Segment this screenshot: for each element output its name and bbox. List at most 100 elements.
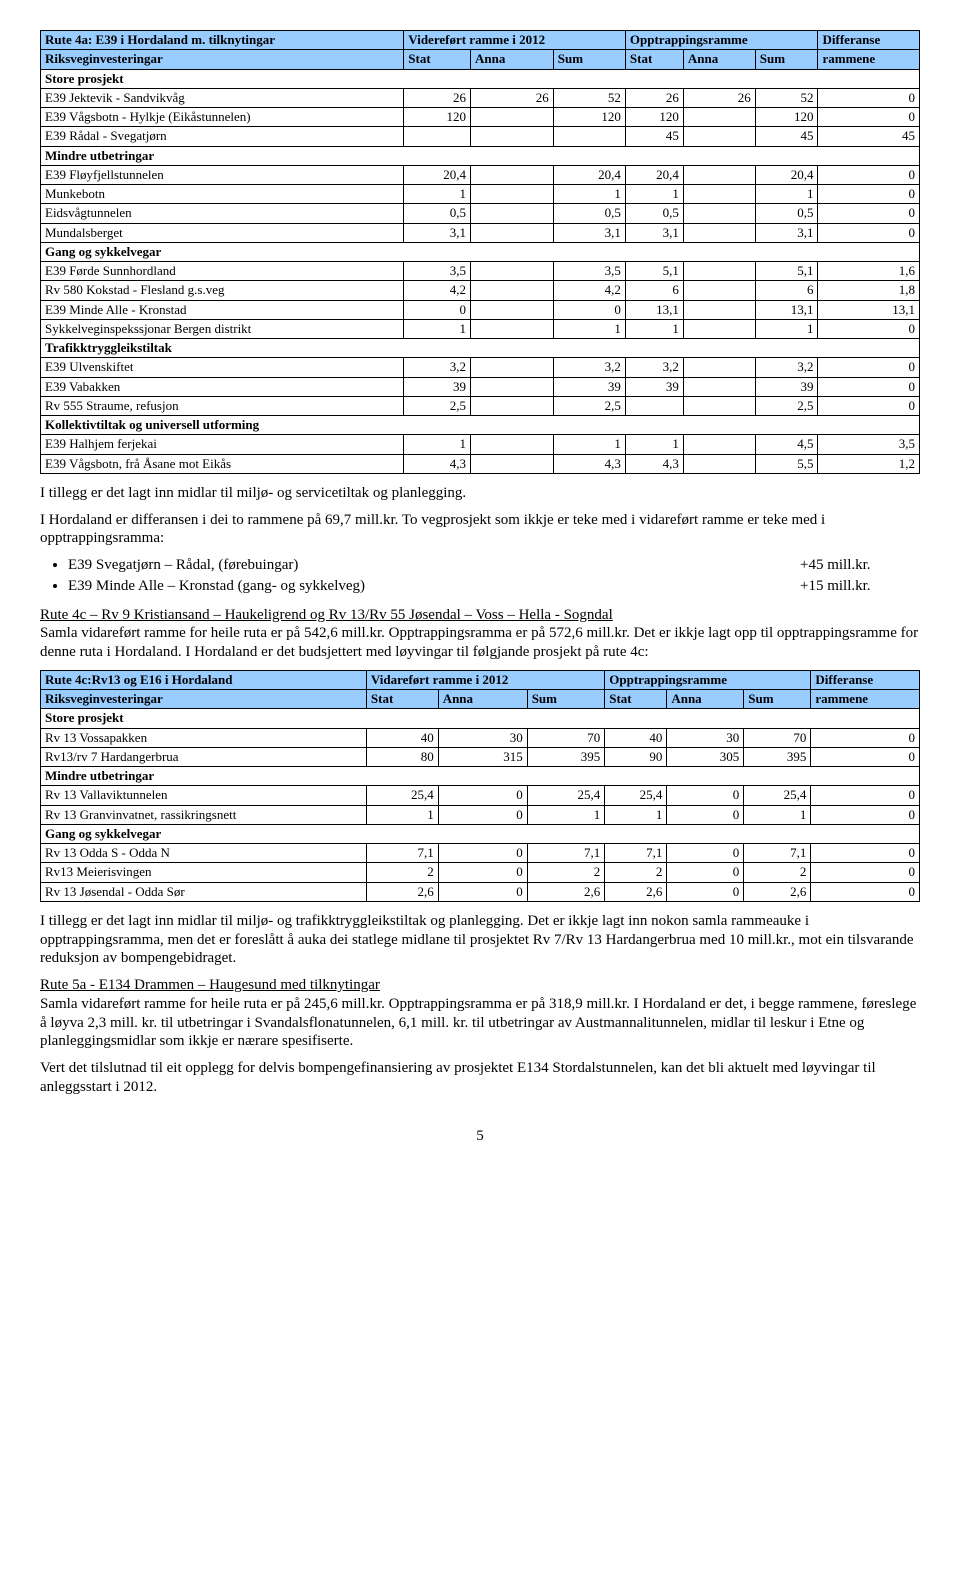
cell: 0 <box>818 88 920 107</box>
cell: 1 <box>404 435 471 454</box>
table-row: Rv 13 Jøsendal - Odda Sør2,602,62,602,60 <box>41 882 920 901</box>
cell <box>471 396 554 415</box>
cell: 0 <box>818 165 920 184</box>
cell: 52 <box>553 88 625 107</box>
para-3: I tillegg er det lagt inn midlar til mil… <box>40 912 920 968</box>
cell: 315 <box>438 747 527 766</box>
row-label: Rv 13 Odda S - Odda N <box>41 844 367 863</box>
cell <box>404 127 471 146</box>
row-label: E39 Ulvenskiftet <box>41 358 404 377</box>
heading-5a: Rute 5a - E134 Drammen – Haugesund med t… <box>40 977 380 993</box>
t2-group1: Vidareført ramme i 2012 <box>366 670 604 689</box>
t1-subleft: Riksveginvesteringar <box>41 50 404 69</box>
cell: 40 <box>366 728 438 747</box>
cell: 1 <box>605 805 667 824</box>
cell <box>471 281 554 300</box>
cell: 3,1 <box>404 223 471 242</box>
table-row: Eidsvågtunnelen0,50,50,50,50 <box>41 204 920 223</box>
cell: 25,4 <box>366 786 438 805</box>
row-label: Munkebotn <box>41 185 404 204</box>
table-row: Rv 13 Odda S - Odda N7,107,17,107,10 <box>41 844 920 863</box>
cell: 395 <box>527 747 605 766</box>
table-row: Mindre utbetringar <box>41 767 920 786</box>
cell: 5,1 <box>755 262 818 281</box>
cell: 26 <box>471 88 554 107</box>
t2-subleft: Riksveginvesteringar <box>41 690 367 709</box>
cell: 4,3 <box>625 454 683 473</box>
cell: 3,5 <box>404 262 471 281</box>
cell: 1 <box>755 319 818 338</box>
cell: 4,2 <box>553 281 625 300</box>
table-row: Rv 13 Vossapakken4030704030700 <box>41 728 920 747</box>
section-cell: Store prosjekt <box>41 709 920 728</box>
cell: 0 <box>811 786 920 805</box>
cell <box>683 377 755 396</box>
cell <box>471 185 554 204</box>
row-label: Rv 555 Straume, refusjon <box>41 396 404 415</box>
cell: 3,2 <box>553 358 625 377</box>
cell: 70 <box>744 728 811 747</box>
row-label: E39 Vabakken <box>41 377 404 396</box>
cell: 1 <box>527 805 605 824</box>
table-row: E39 Fløyfjellstunnelen20,420,420,420,40 <box>41 165 920 184</box>
cell <box>683 396 755 415</box>
table-row: E39 Ulvenskiftet3,23,23,23,20 <box>41 358 920 377</box>
heading-4c-text: Rute 4c – Rv 9 Kristiansand – Haukeligre… <box>40 607 613 623</box>
row-label: E39 Minde Alle - Kronstad <box>41 300 404 319</box>
table-row: Gang og sykkelvegar <box>41 242 920 261</box>
cell: 0 <box>818 204 920 223</box>
cell: 40 <box>605 728 667 747</box>
cell: 3,2 <box>755 358 818 377</box>
cell: 25,4 <box>744 786 811 805</box>
cell: 2,6 <box>605 882 667 901</box>
table-row: Kollektivtiltak og universell utforming <box>41 416 920 435</box>
para-5a: Samla vidareført ramme for heile ruta er… <box>40 996 916 1050</box>
cell: 7,1 <box>527 844 605 863</box>
cell <box>683 300 755 319</box>
list-item: E39 Svegatjørn – Rådal, (førebuingar)+45… <box>68 556 920 575</box>
section-cell: Mindre utbetringar <box>41 146 920 165</box>
cell: 3,5 <box>553 262 625 281</box>
cell: 2,5 <box>404 396 471 415</box>
cell: 13,1 <box>818 300 920 319</box>
section-cell: Trafikktryggleikstiltak <box>41 339 920 358</box>
cell: 6 <box>755 281 818 300</box>
table-row: Rv13/rv 7 Hardangerbrua80315395903053950 <box>41 747 920 766</box>
cell: 120 <box>553 108 625 127</box>
cell: 120 <box>404 108 471 127</box>
table-row: Munkebotn11110 <box>41 185 920 204</box>
cell: 20,4 <box>404 165 471 184</box>
bullet-value: +15 mill.kr. <box>800 577 920 596</box>
cell: 0 <box>818 358 920 377</box>
cell <box>683 319 755 338</box>
cell: 1 <box>404 185 471 204</box>
cell: 0 <box>811 728 920 747</box>
table-row: E39 Halhjem ferjekai1114,53,5 <box>41 435 920 454</box>
cell: 0 <box>667 805 744 824</box>
row-label: E39 Førde Sunnhordland <box>41 262 404 281</box>
cell: 0,5 <box>553 204 625 223</box>
table-row: E39 Jektevik - Sandvikvåg2626522626520 <box>41 88 920 107</box>
cell: 120 <box>755 108 818 127</box>
cell: 0 <box>818 377 920 396</box>
t1-group1: Videreført ramme i 2012 <box>404 31 626 50</box>
row-label: Rv 13 Jøsendal - Odda Sør <box>41 882 367 901</box>
table-row: Rv 580 Kokstad - Flesland g.s.veg4,24,26… <box>41 281 920 300</box>
table-row: E39 Vågsbotn, frå Åsane mot Eikås4,34,34… <box>41 454 920 473</box>
cell: 0 <box>818 319 920 338</box>
cell: 1 <box>625 185 683 204</box>
cell <box>471 127 554 146</box>
cell: 30 <box>438 728 527 747</box>
cell: 2 <box>527 863 605 882</box>
bullet-label: E39 Minde Alle – Kronstad (gang- og sykk… <box>68 577 800 596</box>
cell: 52 <box>755 88 818 107</box>
cell: 1 <box>625 435 683 454</box>
cell: 0 <box>438 786 527 805</box>
cell: 1 <box>553 185 625 204</box>
cell: 90 <box>605 747 667 766</box>
cell: 2 <box>366 863 438 882</box>
cell <box>683 127 755 146</box>
cell: 0 <box>667 844 744 863</box>
cell: 3,1 <box>755 223 818 242</box>
cell <box>683 454 755 473</box>
